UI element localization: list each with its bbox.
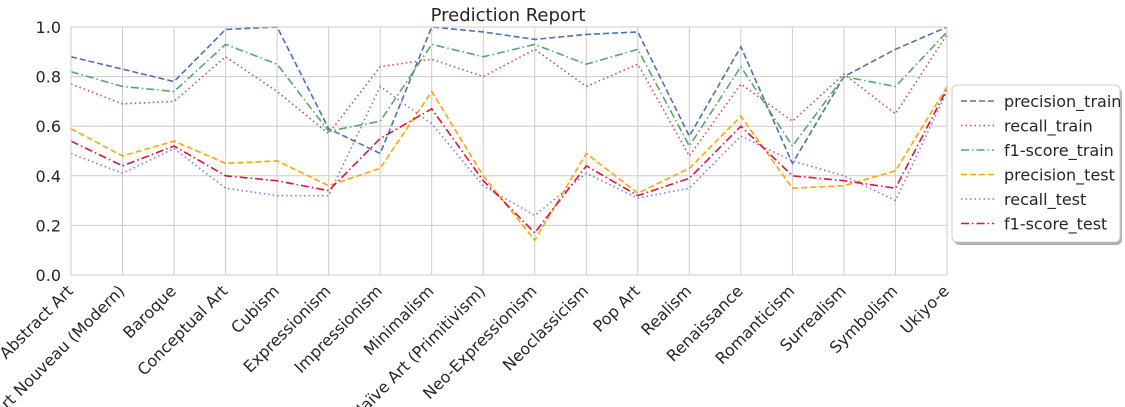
series-line-precision_test [70, 86, 948, 242]
series-layer [70, 26, 948, 242]
series-line-recall_test [70, 85, 948, 217]
y-tick-label: 1.0 [36, 18, 61, 37]
y-tick-label: 0.4 [36, 167, 61, 186]
plot-frame [70, 26, 948, 276]
series-line-precision_train [70, 26, 948, 166]
series-line-f1-score_test [70, 88, 948, 235]
legend-box [951, 84, 1121, 243]
legend-entry: precision_test [1004, 166, 1115, 186]
legend: precision_train recall_train f1-score_trai… [951, 84, 1122, 245]
legend-entry: f1-score_test [1004, 215, 1107, 235]
legend-entry: recall_test [1004, 190, 1086, 210]
series-line-f1-score_train [70, 31, 948, 148]
y-tick-label: 0.6 [36, 117, 61, 136]
y-tick-label: 0.8 [36, 68, 61, 87]
y-axis: 0.0 0.2 0.4 0.6 0.8 1.0 [36, 18, 61, 285]
grid-layer [70, 26, 948, 276]
legend-entry: f1-score_train [1004, 141, 1114, 161]
y-tick-label: 0.2 [36, 216, 61, 235]
legend-entry: recall_train [1004, 117, 1093, 137]
y-tick-label: 0.0 [36, 266, 61, 285]
chart-title: Prediction Report [431, 5, 586, 26]
series-line-recall_train [70, 34, 948, 158]
legend-entry: precision_train [1004, 92, 1121, 112]
